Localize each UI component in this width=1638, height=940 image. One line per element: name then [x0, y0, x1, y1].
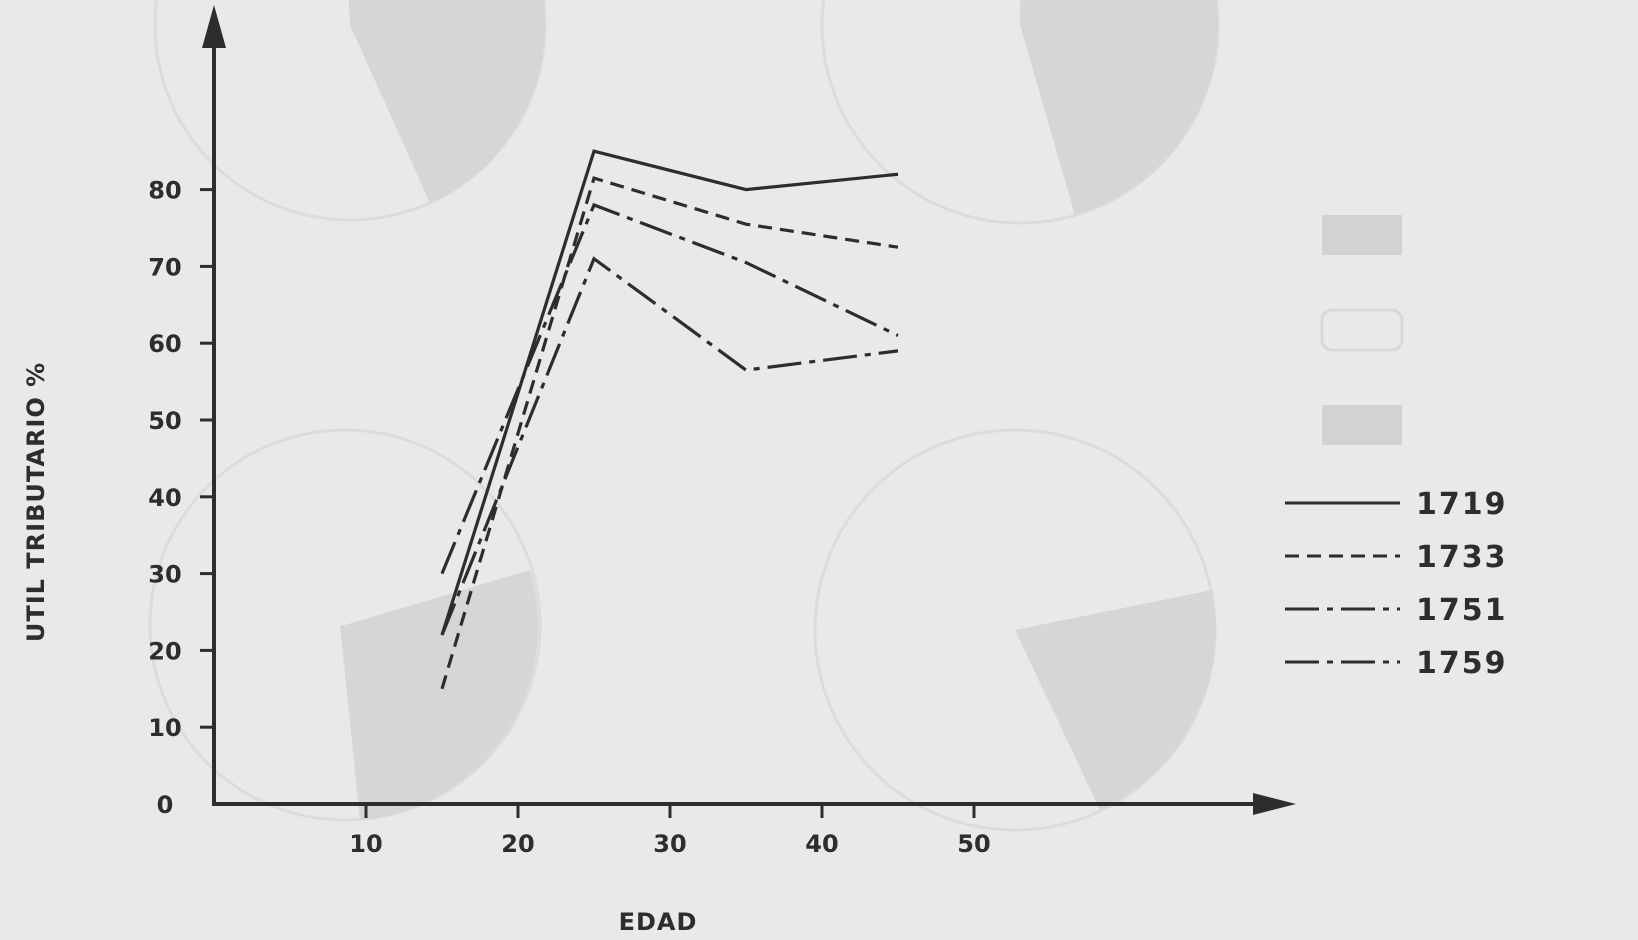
y-tick-label: 40 — [148, 484, 181, 512]
faded-legend-swatches — [1320, 215, 1404, 445]
faded-pie-top-right — [820, 0, 1220, 225]
y-tick-label: 60 — [148, 330, 181, 358]
x-tick-label: 20 — [501, 830, 534, 858]
y-tick-label: 20 — [148, 637, 181, 665]
x-tick-label: 40 — [805, 830, 838, 858]
axis-ticks: 10 20 30 40 50 0 10 20 30 40 50 60 70 80 — [148, 177, 990, 858]
x-tick-label: 10 — [349, 830, 382, 858]
x-tick-label: 50 — [957, 830, 990, 858]
y-tick-label: 0 — [157, 791, 174, 819]
series-line-1751 — [440, 202, 899, 575]
y-tick-label: 30 — [148, 561, 181, 589]
x-axis-title: EDAD — [619, 908, 698, 936]
y-axis-title: UTIL TRIBUTARIO % — [22, 362, 50, 642]
series-line-1719 — [440, 149, 899, 636]
legend: 1719 1733 1751 1759 — [1285, 487, 1508, 681]
x-tick-label: 30 — [653, 830, 686, 858]
faded-background-pies — [148, 0, 1404, 832]
faded-pie-bottom-right — [813, 428, 1217, 832]
legend-label-1751: 1751 — [1416, 593, 1508, 628]
y-tick-label: 10 — [148, 714, 181, 742]
y-tick-label: 80 — [148, 177, 181, 205]
faded-pie-bottom-left — [148, 428, 542, 822]
legend-label-1733: 1733 — [1416, 540, 1508, 575]
x-axis-arrow — [1253, 793, 1296, 815]
axes — [202, 5, 1296, 815]
series-lines — [440, 149, 899, 690]
y-tick-label: 70 — [148, 253, 181, 281]
legend-label-1759: 1759 — [1416, 646, 1508, 681]
legend-label-1719: 1719 — [1416, 487, 1508, 522]
faded-pie-top-left — [153, 0, 547, 222]
y-tick-label: 50 — [148, 407, 181, 435]
y-axis-arrow — [202, 5, 226, 48]
series-line-1733 — [440, 176, 899, 690]
